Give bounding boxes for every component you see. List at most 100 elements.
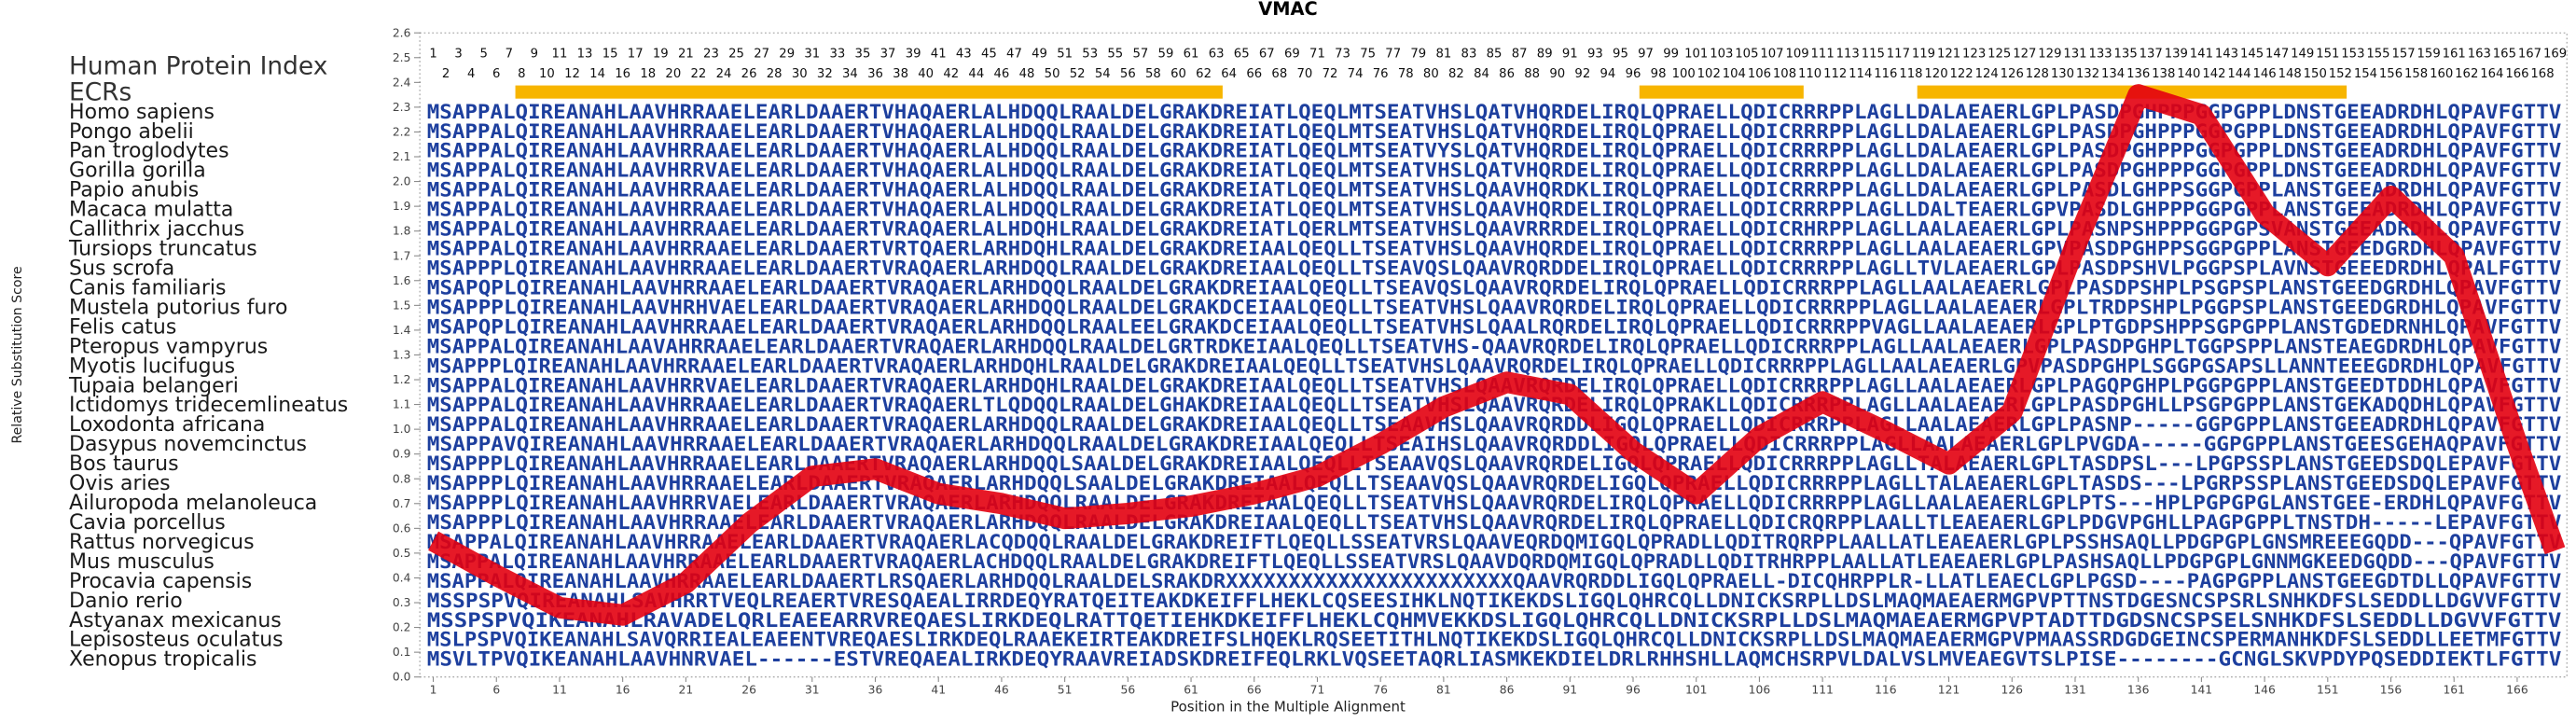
index-number: 44 (968, 67, 984, 81)
index-number: 37 (880, 48, 896, 62)
x-axis-label: Position in the Multiple Alignment (1170, 699, 1406, 716)
y-tick-label: 2.4 (393, 76, 411, 89)
x-tick-label: 66 (1247, 683, 1262, 696)
index-number: 99 (1663, 48, 1679, 62)
sequence: MSLPSPVQIKEANAHLSAVQRRIEALEAEENTVREQAESL… (427, 628, 2562, 651)
index-number: 145 (2240, 48, 2264, 62)
index-number: 69 (1284, 48, 1300, 62)
index-number: 117 (1887, 48, 1910, 62)
index-number: 134 (2101, 67, 2125, 81)
species-name: Homo sapiens (69, 101, 215, 124)
y-tick-label: 1.9 (393, 200, 411, 213)
sequence: MSAPPPLQIREANAHLAAVHRHVAELEARLDAAERTVRAQ… (427, 295, 2562, 318)
index-number: 111 (1811, 48, 1835, 62)
index-number: 118 (1899, 67, 1922, 81)
index-number: 67 (1259, 48, 1275, 62)
index-number: 167 (2518, 48, 2541, 62)
index-number: 72 (1323, 67, 1338, 81)
index-number: 79 (1410, 48, 1426, 62)
species-name: Canis familiaris (69, 276, 226, 299)
species-name: Xenopus tropicalis (69, 648, 256, 672)
index-number: 120 (1924, 67, 1947, 81)
index-number: 144 (2227, 67, 2251, 81)
index-number: 122 (1949, 67, 1973, 81)
species-name: Bos taurus (69, 452, 179, 476)
y-tick-label: 1.7 (393, 249, 411, 262)
index-number: 98 (1651, 67, 1667, 81)
index-number: 141 (2190, 48, 2213, 62)
index-number: 96 (1626, 67, 1641, 81)
species-name: Dasypus novemcinctus (69, 433, 307, 456)
index-number: 82 (1448, 67, 1464, 81)
index-number: 45 (981, 48, 997, 62)
index-number: 35 (855, 48, 871, 62)
index-number: 54 (1095, 67, 1111, 81)
index-number: 53 (1082, 48, 1098, 62)
index-number: 119 (1912, 48, 1935, 62)
index-number: 40 (918, 67, 934, 81)
index-number: 168 (2530, 67, 2554, 81)
index-number: 84 (1474, 67, 1489, 81)
x-tick-label: 56 (1121, 683, 1136, 696)
y-tick-label: 1.1 (393, 398, 411, 411)
sequence: MSAPPALQIREANAHLAAVHRRAAELEARLDAAERTVHAQ… (427, 178, 2562, 202)
index-number: 50 (1045, 67, 1060, 81)
x-tick-label: 16 (616, 683, 630, 696)
index-number: 162 (2455, 67, 2478, 81)
index-number: 100 (1672, 67, 1696, 81)
x-tick-label: 46 (994, 683, 1009, 696)
species-name: Pteropus vampyrus (69, 335, 268, 358)
score-line (428, 84, 2566, 626)
sequence: MSAPPALQIREANAHLAAVHRRAAELEARLDAAERTVRAQ… (427, 217, 2562, 241)
index-number: 169 (2543, 48, 2567, 62)
y-tick-label: 0.7 (393, 497, 411, 510)
index-number: 46 (994, 67, 1010, 81)
index-number: 55 (1107, 48, 1123, 62)
index-number: 18 (640, 67, 656, 81)
index-number: 22 (691, 67, 707, 81)
index-number: 94 (1600, 67, 1616, 81)
index-number: 74 (1348, 67, 1364, 81)
x-tick-label: 136 (2127, 683, 2150, 696)
sequence: MSAPQPLQIREANAHLAAVHRRAAELEARLDAAERTVRAQ… (427, 314, 2562, 338)
index-number: 157 (2391, 48, 2415, 62)
index-number: 149 (2291, 48, 2314, 62)
index-number: 108 (1773, 67, 1796, 81)
chart-title: VMAC (1258, 0, 1317, 20)
index-number: 63 (1209, 48, 1225, 62)
sequence: MSSPSPVQIKEANAHLRAVADELQRLEAEEARRVREQAES… (427, 608, 2562, 632)
index-number: 57 (1132, 48, 1148, 62)
index-number: 64 (1221, 67, 1237, 81)
index-number: 159 (2417, 48, 2441, 62)
index-number: 143 (2215, 48, 2238, 62)
index-number: 19 (653, 48, 669, 62)
index-number: 97 (1638, 48, 1654, 62)
species-name: Ailuropoda melanoleuca (69, 492, 317, 515)
index-number: 105 (1735, 48, 1758, 62)
index-number: 158 (2404, 67, 2428, 81)
index-number: 101 (1684, 48, 1708, 62)
species-name: Mustela putorius furo (69, 296, 287, 319)
index-number: 115 (1862, 48, 1885, 62)
index-number: 103 (1710, 48, 1733, 62)
species-name: Callithrix jacchus (69, 218, 244, 242)
ecr-bar (515, 85, 1223, 99)
index-number: 38 (893, 67, 908, 81)
index-number: 77 (1385, 48, 1401, 62)
index-number: 33 (829, 48, 845, 62)
index-number: 129 (2038, 48, 2061, 62)
species-name: Cavia porcellus (69, 511, 226, 535)
index-number: 91 (1562, 48, 1578, 62)
y-tick-label: 0.3 (393, 596, 411, 609)
index-number: 161 (2443, 48, 2466, 62)
index-number: 154 (2354, 67, 2377, 81)
species-name: Astyanax mexicanus (69, 609, 282, 633)
x-tick-label: 61 (1184, 683, 1198, 696)
index-number: 3 (454, 48, 462, 62)
index-number: 43 (956, 48, 972, 62)
index-number: 36 (867, 67, 883, 81)
species-name: Procavia capensis (69, 570, 252, 593)
index-number: 25 (728, 48, 744, 62)
index-number: 93 (1587, 48, 1603, 62)
